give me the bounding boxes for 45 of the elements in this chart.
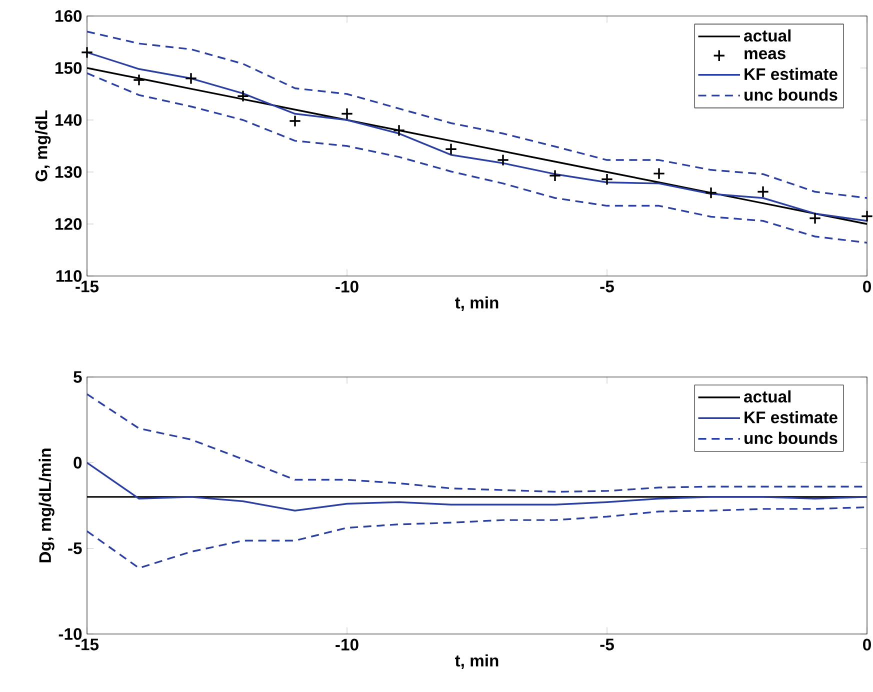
- point: [340, 108, 354, 120]
- y-tick-label: 0: [74, 456, 82, 469]
- x-tick-label: -15: [76, 638, 99, 650]
- legend-label: unc bounds: [744, 88, 838, 101]
- legend-label: KF estimate: [744, 411, 838, 424]
- point: [80, 46, 94, 59]
- y-tick-label: 120: [56, 218, 82, 230]
- x-tick-label: -10: [336, 280, 358, 293]
- point: [548, 169, 562, 182]
- y-tick-label: 110: [56, 270, 82, 282]
- x-tick-label: -5: [600, 280, 614, 292]
- x-axis-title: t, min: [454, 654, 498, 669]
- point: [496, 154, 510, 166]
- legend-label: unc bounds: [744, 432, 838, 444]
- y-tick-label: 160: [56, 10, 82, 22]
- line-series: [87, 30, 868, 199]
- y-axis-title: Dg, mg/dL/min: [38, 448, 54, 562]
- x-tick-label: 0: [863, 280, 871, 293]
- point: [704, 186, 718, 200]
- x-axis-title: t, min: [454, 296, 498, 311]
- y-tick-label: -5: [68, 542, 82, 554]
- point: [652, 167, 666, 180]
- legend-label: actual: [744, 390, 791, 403]
- point: [392, 124, 406, 137]
- legend-label: meas: [744, 50, 786, 60]
- x-tick-label: -15: [76, 280, 99, 292]
- point: [132, 74, 146, 86]
- x-tick-label: 0: [863, 638, 871, 651]
- point: [808, 212, 822, 224]
- point: [288, 114, 302, 128]
- y-tick-label: 150: [56, 62, 82, 74]
- y-tick-label: 140: [56, 114, 82, 126]
- y-tick-label: -10: [58, 628, 82, 640]
- point: [600, 173, 614, 186]
- point: [756, 186, 770, 198]
- legend-label: KF estimate: [744, 68, 838, 80]
- x-tick-label: -5: [600, 638, 614, 650]
- point: [184, 72, 198, 85]
- y-tick-label: 5: [74, 371, 82, 383]
- y-axis-title: G, mg/dL: [35, 110, 51, 182]
- y-tick-label: 130: [56, 166, 82, 178]
- point: [236, 90, 250, 102]
- point: [444, 142, 458, 156]
- x-tick-label: -10: [336, 638, 358, 651]
- legend-label: actual: [744, 29, 791, 42]
